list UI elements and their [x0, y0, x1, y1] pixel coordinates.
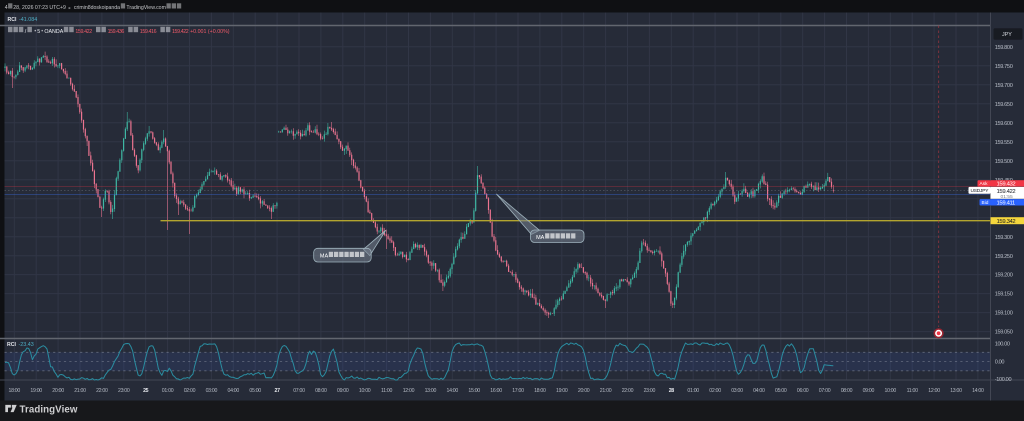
svg-text:-23.43: -23.43 — [19, 342, 34, 348]
svg-text:159.800: 159.800 — [995, 45, 1013, 51]
svg-text:159.600: 159.600 — [995, 121, 1013, 127]
svg-text:159.500: 159.500 — [995, 159, 1013, 165]
svg-text:JPY: JPY — [1002, 32, 1012, 38]
svg-text:RCI: RCI — [7, 342, 16, 348]
svg-text:02:00: 02:00 — [184, 388, 196, 394]
svg-text:0.00: 0.00 — [995, 360, 1005, 366]
svg-text:27: 27 — [275, 388, 281, 394]
svg-text:01:00: 01:00 — [162, 388, 174, 394]
svg-text:MA: MA — [536, 235, 545, 241]
svg-text:159.436: 159.436 — [108, 29, 125, 35]
svg-text:21:00: 21:00 — [600, 388, 612, 394]
svg-text:04:00: 04:00 — [753, 388, 765, 394]
svg-text:18:00: 18:00 — [534, 388, 546, 394]
svg-text:10:00: 10:00 — [885, 388, 897, 394]
svg-text:13:00: 13:00 — [425, 388, 437, 394]
svg-text:159.432: 159.432 — [997, 181, 1016, 187]
svg-text:05:00: 05:00 — [775, 388, 787, 394]
svg-text:159.300: 159.300 — [995, 235, 1013, 241]
svg-text:159.200: 159.200 — [995, 273, 1013, 279]
svg-text:TradingView.com: TradingView.com — [126, 5, 166, 11]
svg-text:/: / — [25, 29, 27, 35]
svg-text:5: 5 — [37, 29, 40, 35]
svg-text:20:00: 20:00 — [52, 388, 64, 394]
svg-text:159.342: 159.342 — [997, 219, 1016, 225]
svg-text:22:00: 22:00 — [622, 388, 634, 394]
svg-text:159.411: 159.411 — [997, 200, 1015, 206]
svg-text:28: 28 — [669, 388, 675, 394]
svg-text:21:00: 21:00 — [74, 388, 86, 394]
svg-text:20:00: 20:00 — [578, 388, 590, 394]
svg-text:18:00: 18:00 — [9, 388, 21, 394]
svg-text:159.750: 159.750 — [995, 64, 1013, 70]
svg-text:11:00: 11:00 — [381, 388, 393, 394]
svg-text:08:00: 08:00 — [315, 388, 327, 394]
svg-text:159.422: 159.422 — [172, 29, 189, 35]
svg-text:159.700: 159.700 — [995, 83, 1013, 89]
svg-text:4: 4 — [5, 5, 8, 11]
svg-text:05:00: 05:00 — [249, 388, 261, 394]
svg-text:07:00: 07:00 — [819, 388, 831, 394]
svg-text:03:00: 03:00 — [731, 388, 743, 394]
svg-text:MA: MA — [320, 253, 329, 259]
svg-text:08:00: 08:00 — [841, 388, 853, 394]
svg-text:-41.084: -41.084 — [19, 17, 37, 23]
svg-text:159.550: 159.550 — [995, 140, 1013, 146]
svg-text:04:00: 04:00 — [228, 388, 240, 394]
svg-text:01:00: 01:00 — [687, 388, 699, 394]
svg-text:159.250: 159.250 — [995, 254, 1013, 260]
svg-text:Bid: Bid — [982, 200, 989, 206]
svg-text:02:00: 02:00 — [709, 388, 721, 394]
svg-text:01:55: 01:55 — [1001, 194, 1014, 200]
svg-text:23:00: 23:00 — [118, 388, 130, 394]
svg-text:11:00: 11:00 — [907, 388, 919, 394]
svg-text:Ask: Ask — [980, 181, 989, 187]
svg-text:+0.001 (+0.00%): +0.001 (+0.00%) — [190, 29, 230, 35]
svg-text:159.422: 159.422 — [997, 189, 1016, 195]
svg-text:159.050: 159.050 — [995, 330, 1013, 336]
svg-text:14:00: 14:00 — [447, 388, 459, 394]
svg-text:19:00: 19:00 — [30, 388, 42, 394]
svg-text:10:00: 10:00 — [359, 388, 371, 394]
svg-text:28, 2026 07:23 UTC+9: 28, 2026 07:23 UTC+9 — [13, 5, 66, 11]
svg-text:09:00: 09:00 — [863, 388, 875, 394]
svg-text:159.100: 159.100 — [995, 311, 1013, 317]
svg-text:17:00: 17:00 — [512, 388, 524, 394]
svg-text:07:00: 07:00 — [293, 388, 305, 394]
svg-text:16:00: 16:00 — [490, 388, 502, 394]
svg-text:23:00: 23:00 — [644, 388, 656, 394]
svg-text:12:00: 12:00 — [928, 388, 940, 394]
svg-text:22:00: 22:00 — [96, 388, 108, 394]
svg-text:09:00: 09:00 — [337, 388, 349, 394]
svg-text:OANDA: OANDA — [44, 29, 63, 35]
svg-text:159.422: 159.422 — [75, 29, 92, 35]
svg-text:100.00: 100.00 — [995, 342, 1010, 348]
svg-text:12:00: 12:00 — [403, 388, 415, 394]
svg-text:159.150: 159.150 — [995, 292, 1013, 298]
svg-text:RCI: RCI — [8, 17, 17, 23]
svg-text:USDJPY: USDJPY — [971, 188, 990, 194]
svg-text:crimin8doskoipanda: crimin8doskoipanda — [74, 5, 120, 11]
svg-text:13:00: 13:00 — [950, 388, 962, 394]
svg-text:25: 25 — [143, 388, 149, 394]
svg-text:15:00: 15:00 — [468, 388, 480, 394]
svg-text:159.416: 159.416 — [140, 29, 157, 35]
svg-text:19:00: 19:00 — [556, 388, 568, 394]
svg-text:TradingView: TradingView — [20, 405, 78, 416]
svg-text:159.650: 159.650 — [995, 102, 1013, 108]
svg-text:14:00: 14:00 — [972, 388, 984, 394]
svg-text:-100.00: -100.00 — [995, 377, 1012, 383]
svg-text:06:00: 06:00 — [797, 388, 809, 394]
svg-text:03:00: 03:00 — [206, 388, 218, 394]
